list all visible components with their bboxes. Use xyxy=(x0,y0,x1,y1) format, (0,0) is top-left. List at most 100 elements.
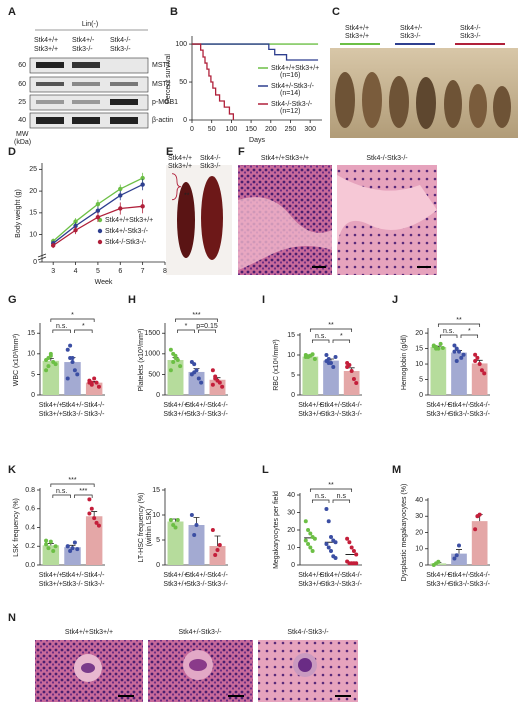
data-point xyxy=(303,519,308,524)
y-tick-label: 0 xyxy=(33,259,37,266)
y-tick-label: 25 xyxy=(29,166,37,173)
x-tick-label: Stk4-/- xyxy=(84,402,105,409)
panel-label: K xyxy=(8,464,16,476)
data-point xyxy=(68,548,73,553)
data-point xyxy=(75,372,80,377)
point xyxy=(140,204,145,209)
y-axis-label: LSK frequency (%) xyxy=(13,498,20,557)
panel-label: A xyxy=(8,6,16,18)
point xyxy=(140,175,145,181)
photo-label: Stk4+/+ xyxy=(345,25,369,32)
x-tick-label: Stk3+/+ xyxy=(163,411,187,418)
data-point xyxy=(452,343,457,348)
photo-label: Stk3-/- xyxy=(200,163,221,170)
data-point xyxy=(48,353,53,358)
x-tick-label: Stk3+/+ xyxy=(426,411,450,418)
data-point xyxy=(324,353,329,357)
data-point xyxy=(345,365,350,369)
mw-unit: (kDa) xyxy=(14,139,31,146)
significance-label: * xyxy=(185,323,188,330)
x-tick-label: Stk4-/- xyxy=(469,402,490,409)
panel-label: E xyxy=(166,146,173,158)
data-point xyxy=(345,536,350,541)
bracket xyxy=(171,173,182,201)
point xyxy=(140,182,145,187)
y-tick-label: 0 xyxy=(291,562,295,569)
y-tick-label: 30 xyxy=(287,509,295,516)
significance-bracket xyxy=(177,329,195,333)
x-tick-label: 8 xyxy=(163,268,167,275)
x-tick-label: Stk3-/- xyxy=(62,411,83,418)
significance-label: ** xyxy=(328,482,334,489)
data-point xyxy=(354,561,359,566)
histology-label: Stk4+/+Stk3+/+ xyxy=(261,155,309,162)
y-axis-label: LT-HSC frequency (%) xyxy=(138,493,145,563)
y-tick-label: 10 xyxy=(415,361,423,368)
error-bar xyxy=(47,543,54,546)
data-point xyxy=(72,368,77,373)
histology-label: Stk4-/-Stk3-/- xyxy=(366,155,408,162)
bar xyxy=(85,382,103,395)
panel-label: I xyxy=(262,294,265,306)
data-point xyxy=(46,364,51,369)
data-point xyxy=(189,513,194,517)
legend-note: (n=12) xyxy=(280,108,300,115)
protein: β-actin xyxy=(152,117,173,124)
x-tick-label: Stk4+/- xyxy=(185,402,208,409)
photo-label: Stk4+/- xyxy=(400,25,423,32)
data-point xyxy=(92,516,97,521)
blot xyxy=(29,29,149,129)
blot-group: Lin(-) xyxy=(82,21,98,28)
data-point xyxy=(306,354,311,359)
significance-bracket xyxy=(309,328,353,332)
x-tick-label: Stk3-/- xyxy=(207,411,228,418)
x-tick-label: Stk3+/+ xyxy=(39,581,63,588)
x-tick-label: Stk4-/- xyxy=(207,402,228,409)
x-tick-label: Stk3-/- xyxy=(449,581,470,588)
point xyxy=(50,243,56,248)
lane-label: Stk4+/+ xyxy=(34,37,58,44)
significance-label: *** xyxy=(192,312,200,319)
x-tick-label: Stk4+/+ xyxy=(39,572,63,579)
data-point xyxy=(331,365,336,369)
data-point xyxy=(454,553,459,558)
bar xyxy=(188,525,205,565)
legend-label: Stk4-/-Stk3-/- xyxy=(271,101,313,108)
data-point xyxy=(459,355,464,360)
significance-label: *** xyxy=(79,488,87,495)
data-point xyxy=(70,355,75,360)
y-axis-label: Megakaryocytes per field xyxy=(273,491,280,569)
point xyxy=(73,228,78,233)
data-point xyxy=(213,376,218,381)
x-tick-label: Stk4+/- xyxy=(320,572,343,579)
data-point xyxy=(457,543,461,548)
data-point xyxy=(89,506,94,511)
data-point xyxy=(312,357,317,361)
x-tick-label: Stk3-/- xyxy=(186,411,207,418)
bar xyxy=(430,563,447,565)
data-point xyxy=(473,527,478,532)
legend-label: Stk4+/+Stk3+/+ xyxy=(271,65,319,72)
data-point xyxy=(454,346,459,351)
bar xyxy=(451,553,467,565)
y-tick-label: 15 xyxy=(29,210,37,217)
y-tick-label: 0.0 xyxy=(25,562,35,569)
data-point xyxy=(324,507,329,511)
x-tick-label: Stk4+/+ xyxy=(298,572,322,579)
point xyxy=(118,186,123,192)
data-point xyxy=(354,381,359,385)
y-tick-label: 20 xyxy=(415,330,423,337)
photo-label: Stk4-/- xyxy=(200,155,221,162)
data-point xyxy=(173,525,178,530)
significance-label: * xyxy=(340,333,343,340)
data-point xyxy=(329,549,333,553)
photo-label: Stk3-/- xyxy=(400,33,421,40)
legend-swatch xyxy=(97,239,103,245)
significance-label: n.s xyxy=(337,493,347,500)
x-tick-label: Stk4+/+ xyxy=(298,402,322,409)
y-tick-label: 1000 xyxy=(144,351,160,358)
y-tick-label: 0 xyxy=(291,392,295,399)
data-point xyxy=(326,361,331,365)
data-point xyxy=(326,519,331,524)
spleen-photo xyxy=(166,165,232,275)
